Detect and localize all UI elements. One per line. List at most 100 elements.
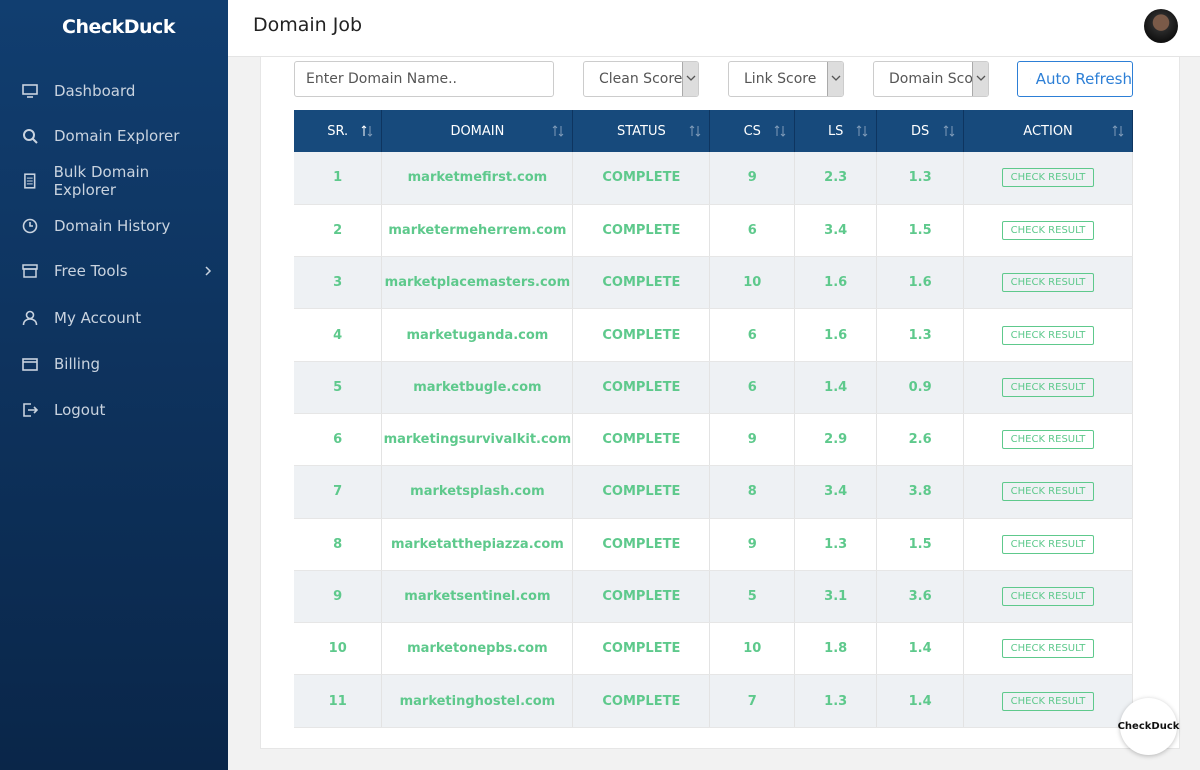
cell: marketmefirst.com [381,152,574,205]
check-result-button[interactable]: CHECK RESULT [1001,325,1095,345]
column-header[interactable]: CS [709,110,796,152]
table-row: 8 marketatthepiazza.com COMPLETE 9 1.3 1.5 CHE… [294,518,1133,571]
cell: marketsplash.com [381,465,574,519]
nav-icon [22,264,38,278]
nav-item[interactable]: Bulk Domain Explorer [22,163,212,199]
column-header[interactable]: STATUS [572,110,711,152]
nav-item[interactable]: My Account [22,306,212,330]
select-label: Link Score [744,71,817,87]
cell: marketbugle.com [381,361,574,414]
caret [686,75,696,81]
table-row: 11 marketinghostel.com COMPLETE 7 1.3 1.4 CHEC… [294,674,1133,728]
cell: 1.3 [794,674,878,728]
cell: 6 [294,413,383,467]
table-row: 4 marketuganda.com COMPLETE 6 1.6 1.3 CHECK RE… [294,308,1133,362]
column-header[interactable]: ACTION [963,110,1133,152]
button-label: Auto Refresh [1035,70,1132,88]
check-result-button[interactable]: CHECK RESULT [1001,639,1095,659]
select-label: Clean Score [599,71,683,87]
nav-label: Domain Explorer [54,127,180,145]
cell: 2.9 [794,413,878,467]
action-cell: CHECK RESULT [963,152,1133,205]
check-result-button[interactable]: CHECK RESULT [1001,273,1095,293]
cell: 1.6 [794,256,878,310]
cell: 10 [294,622,383,676]
check-result-button[interactable]: CHECK RESULT [1001,168,1095,188]
refresh-icon [1030,78,1031,80]
chat-badge[interactable]: CheckDuck [1118,698,1179,755]
action-cell: CHECK RESULT [963,570,1133,624]
dropdown-toggle [972,62,988,96]
sort-icon [943,125,955,137]
column-header[interactable]: LS [794,110,878,152]
dropdown-toggle [827,62,843,96]
cell: 3.4 [794,204,878,258]
avatar[interactable] [1144,9,1178,43]
check-result-button[interactable]: CHECK RESULT [1001,220,1095,240]
sort-icon [1112,125,1124,137]
header-label: LS [827,123,844,139]
cell: 2.6 [876,413,965,467]
action-cell: CHECK RESULT [963,622,1133,676]
check-result-button[interactable]: CHECK RESULT [1001,587,1095,607]
cell: 7 [294,465,383,519]
cell: 5 [709,570,796,624]
action-cell: CHECK RESULT [963,204,1133,258]
check-result-button[interactable]: CHECK RESULT [1001,430,1095,450]
nav-icon [22,310,38,326]
nav-label: Bulk Domain Explorer [53,163,150,199]
cell: 0.9 [876,361,965,414]
action-cell: CHECK RESULT [963,465,1133,519]
cell: COMPLETE [572,518,711,571]
cell: 3.4 [794,465,878,519]
check-result-button[interactable]: CHECK RESULT [1001,482,1095,502]
cell: 10 [709,622,796,676]
check-result-button[interactable]: CHECK RESULT [1001,377,1095,397]
select[interactable]: Link Score [728,61,844,97]
column-header[interactable]: DOMAIN [381,110,574,152]
cell: 1.3 [794,518,878,571]
cell: 2 [294,204,383,258]
cell: 1.5 [876,518,965,571]
cell: marketplacemasters.com [381,256,574,310]
action-cell: CHECK RESULT [963,674,1133,728]
nav-item[interactable]: Dashboard [22,79,212,103]
caret [976,75,986,81]
nav-item[interactable]: Free Tools [22,259,212,283]
nav-item[interactable]: Domain Explorer [22,124,212,148]
column-header[interactable]: SR. [294,110,383,152]
nav-item[interactable]: Domain History [22,214,212,238]
nav-label: Dashboard [54,82,136,100]
nav-item[interactable]: Billing [22,352,212,376]
cell: marketsentinel.com [381,570,574,624]
auto-refresh-button[interactable]: Auto Refresh [1017,61,1133,97]
select[interactable]: Clean Score [583,61,699,97]
header-label: STATUS [616,123,666,139]
check-result-button[interactable]: CHECK RESULT [1001,691,1095,711]
sort-icon [362,125,373,137]
table-row: 7 marketsplash.com COMPLETE 8 3.4 3.8 CHECK RE… [294,465,1133,519]
sort-icon [553,125,564,137]
cell: marketermeherrem.com [381,204,574,258]
select[interactable]: Domain Score [873,61,989,97]
cell: COMPLETE [572,674,711,728]
column-header[interactable]: DS [876,110,965,152]
cell: 9 [709,518,796,571]
header-label: ACTION [1023,123,1073,139]
sort-icon [689,125,701,137]
placeholder: Enter Domain Name.. [306,71,458,87]
check-result-button[interactable]: CHECK RESULT [1001,534,1095,554]
top-bar: Domain Job [228,0,1200,57]
cell: 10 [709,256,796,310]
nav-icon [24,173,36,189]
nav-item[interactable]: Logout [22,398,212,422]
cell: 1.3 [876,152,965,205]
nav-icon [22,358,38,371]
search-input[interactable]: Enter Domain Name.. [294,61,554,97]
cell: 9 [294,570,383,624]
action-cell: CHECK RESULT [963,361,1133,414]
cell: 8 [709,465,796,519]
nav-icon [23,129,38,144]
cell: 11 [294,674,383,728]
cell: 9 [709,152,796,205]
